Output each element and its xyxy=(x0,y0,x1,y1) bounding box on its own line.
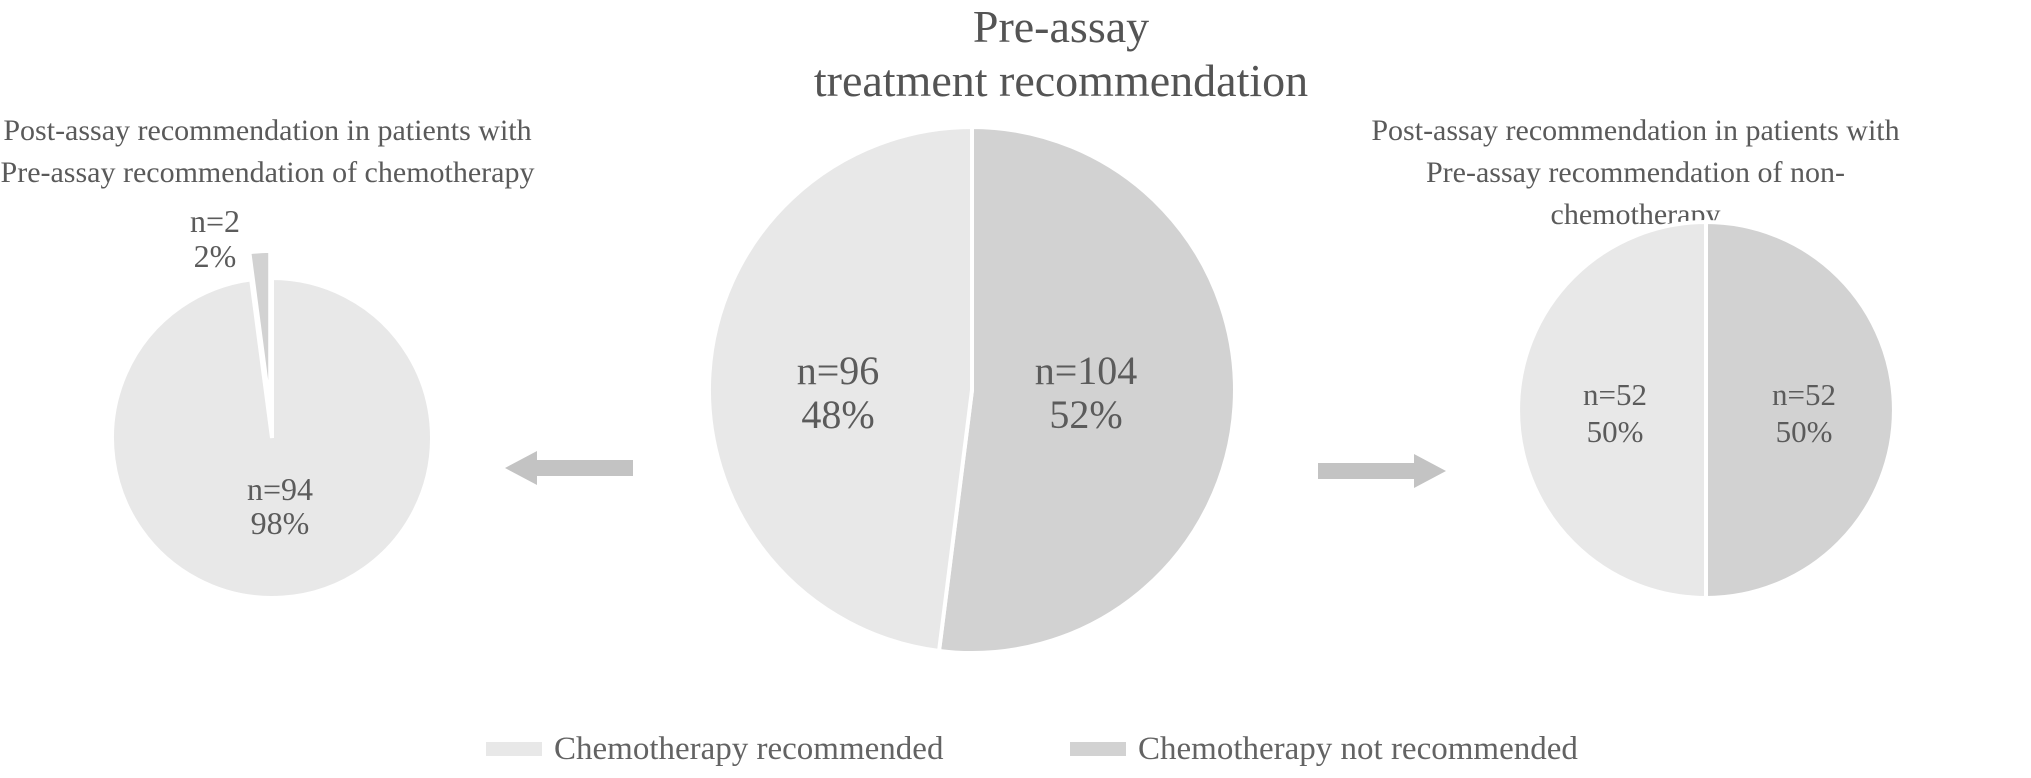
legend-label-not-recommended: Chemotherapy not recommended xyxy=(1138,730,1578,767)
right-pie-title: Post-assay recommendation in patients wi… xyxy=(1368,110,1903,236)
slice-label-n-value: n=104 xyxy=(1034,348,1138,393)
slice-label-pct-value: 98% xyxy=(250,505,310,541)
pie-slice-post-assay-nonchemo-not_recommended xyxy=(1704,219,1896,601)
left-pie-title: Post-assay recommendation in patients wi… xyxy=(0,110,535,194)
slice-label-center-n96: n=96 48% xyxy=(738,349,938,437)
slice-label-n-value: n=94 xyxy=(246,471,314,507)
slice-label-left-n2: n=2 2% xyxy=(135,204,295,274)
slice-label-n-value: n=52 xyxy=(1583,377,1647,412)
slice-label-n-value: n=2 xyxy=(189,203,241,239)
pie-chart-post-assay-nonchemo xyxy=(1516,219,1896,601)
slice-label-center-n104: n=104 52% xyxy=(986,349,1186,437)
right-pie-title-line1: Post-assay recommendation in patients wi… xyxy=(1371,114,1900,147)
legend-item-not-recommended: Chemotherapy not recommended xyxy=(1070,726,1578,772)
slice-label-pct-value: 48% xyxy=(801,392,875,437)
pie-slice-pre-assay-not_recommended xyxy=(936,124,1237,655)
slice-label-right-light-n52: n=52 50% xyxy=(1515,376,1715,450)
arrow-left-shape xyxy=(505,451,633,485)
legend-swatch-not-recommended xyxy=(1070,742,1126,756)
slice-label-right-dark-n52: n=52 50% xyxy=(1704,376,1904,450)
pie-slice-post-assay-chemo-recommended xyxy=(110,275,435,600)
pie-slice-post-assay-chemo-not_recommended xyxy=(247,248,273,412)
pie-slice-pre-assay-recommended xyxy=(706,124,974,654)
pie-chart-pre-assay xyxy=(706,124,1237,655)
arrow-right-shape xyxy=(1318,454,1446,488)
slice-label-pct-value: 50% xyxy=(1775,414,1833,449)
arrow-left-icon xyxy=(505,451,633,485)
left-pie-title-line2: Pre-assay recommendation of chemotherapy xyxy=(0,156,535,189)
slice-label-pct-value: 52% xyxy=(1049,392,1123,437)
legend-label-recommended: Chemotherapy recommended xyxy=(554,730,944,767)
slice-label-n-value: n=52 xyxy=(1772,377,1836,412)
pie-chart-post-assay-chemo xyxy=(110,248,435,600)
center-pie-title-line1: Pre-assay xyxy=(972,1,1150,52)
pie-slice-post-assay-nonchemo-recommended xyxy=(1516,219,1708,601)
slice-label-left-n94: n=94 98% xyxy=(180,472,380,540)
legend-item-recommended: Chemotherapy recommended xyxy=(486,726,943,772)
right-pie-title-line2: Pre-assay recommendation of non-chemothe… xyxy=(1425,156,1846,231)
center-pie-title-line2: treatment recommendation xyxy=(813,55,1309,106)
slice-label-pct-value: 50% xyxy=(1586,414,1644,449)
left-pie-title-line1: Post-assay recommendation in patients wi… xyxy=(3,114,532,147)
slice-label-n-value: n=96 xyxy=(796,348,880,393)
slice-label-pct-value: 2% xyxy=(193,238,237,274)
center-pie-title: Pre-assay treatment recommendation xyxy=(661,0,1461,108)
arrow-right-icon xyxy=(1318,454,1446,488)
legend-swatch-recommended xyxy=(486,742,542,756)
